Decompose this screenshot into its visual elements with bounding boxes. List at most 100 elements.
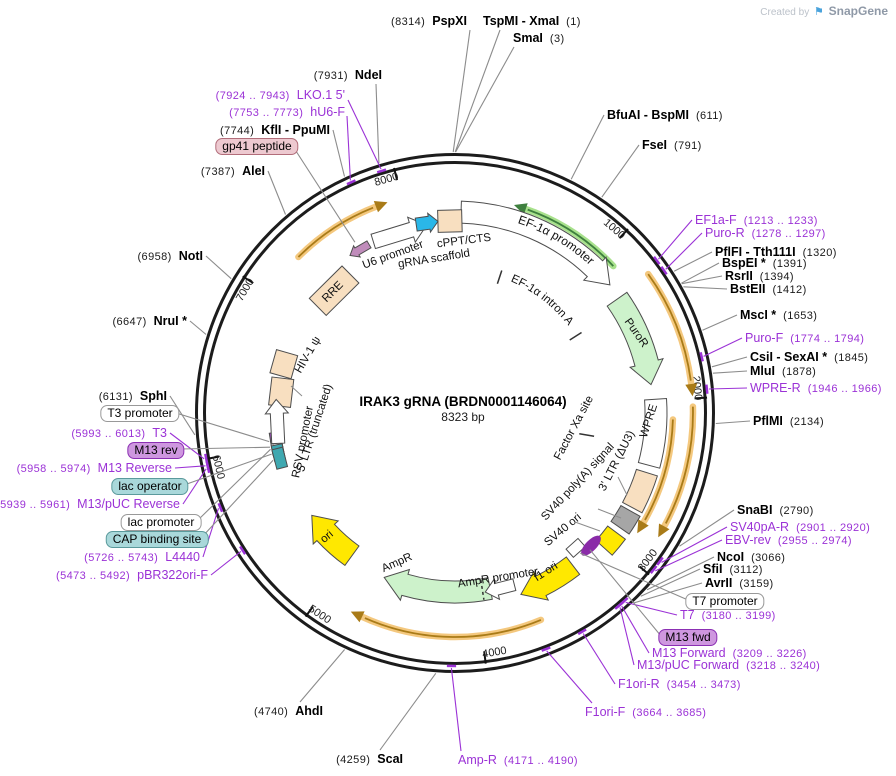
leader-lac-promoter <box>197 448 271 521</box>
feature-grna-scaffold <box>414 212 439 234</box>
plasmid-ring-inner <box>203 161 707 665</box>
scale-tick-1000 <box>618 228 629 239</box>
primer-label-ebv-rev: EBV-rev (2955 .. 2974) <box>725 533 852 547</box>
annotation-tick-1 <box>569 331 582 341</box>
enzyme-label-bsteii: BstEII (1412) <box>730 282 807 296</box>
primer-tick-l4440 <box>217 502 224 513</box>
leader-line-extra-0 <box>290 385 303 397</box>
enzyme-label-pflmi: PflMI (2134) <box>753 414 825 428</box>
orf-arc-core-2 <box>665 406 694 524</box>
enzyme-label-fsei: FseI (791) <box>642 138 702 152</box>
primer-tick-ef1a-f <box>653 256 661 265</box>
enzyme-label-pflfi-tth111i: PflFI - Tth111I (1320) <box>715 245 837 259</box>
leader-msci <box>702 314 738 331</box>
enzyme-label-nrui: (6647) NruI * <box>112 314 187 328</box>
snapgene-brand: SnapGene <box>828 4 888 18</box>
enzyme-label-msci: MscI * (1653) <box>740 308 818 322</box>
ef1a-green-arrowhead <box>514 203 528 215</box>
plasmid-ring-outer <box>195 153 715 673</box>
enzyme-label-scai: (4259) ScaI <box>336 752 403 766</box>
leader-cap-binding-site <box>201 459 274 538</box>
annotation-tick-2 <box>579 433 595 437</box>
primer-tick-hu6-f <box>346 179 356 186</box>
orf-arc-core-1 <box>647 273 692 381</box>
leader-amp-r <box>450 667 462 752</box>
primer-tick-m13-puc-reverse <box>205 463 211 474</box>
leader-m13-puc-reverse <box>182 468 207 505</box>
enzyme-label-noti: (6958) NotI <box>137 249 203 263</box>
scale-tick-3000 <box>638 565 650 576</box>
primer-label-amp-r: Amp-R (4171 .. 4190) <box>458 753 578 767</box>
primer-tick-f1ori-r <box>577 628 587 636</box>
orf-arc-core-0 <box>297 206 374 258</box>
leader-sfii <box>640 568 701 597</box>
leader-f1ori-f <box>546 650 593 704</box>
orf-arc-core-3 <box>644 419 674 521</box>
enzyme-label-kfli-ppumi: (7744) KflI - PpuMI <box>220 123 330 137</box>
leader-m13-rev <box>180 446 271 450</box>
badge-cap-binding-site: CAP binding site <box>105 531 209 548</box>
leader-t3-promoter <box>175 412 270 443</box>
leader-tspmi-xmai <box>454 29 501 153</box>
enzyme-label-ncoi: NcoI (3066) <box>717 550 786 564</box>
leader-smai <box>455 46 515 153</box>
plasmid-title-block: IRAK3 gRNA (BRDN0001146064) 8323 bp <box>359 394 566 424</box>
enzyme-label-mlui: MluI (1878) <box>750 364 817 378</box>
primer-tick-f1ori-f <box>541 646 551 652</box>
leader-ef1a-f <box>657 219 693 260</box>
feature-f1-ori <box>520 556 581 601</box>
leader-t7 <box>625 601 678 616</box>
primer-tick-puro-f <box>699 352 704 362</box>
primer-label-t3: (5993 .. 6013) T3 <box>71 426 167 440</box>
scale-tick-8000 <box>393 167 399 181</box>
leader-m13-forward <box>621 605 650 654</box>
primer-tick-ebv-rev <box>649 565 658 574</box>
primer-label-m13-puc-reverse: (5939 .. 5961) M13/pUC Reverse <box>0 497 180 511</box>
enzyme-label-smai: SmaI (3) <box>513 31 565 45</box>
primer-label-hu6-f: (7753 .. 7773) hU6-F <box>229 105 345 119</box>
leader-pbr322ori-f <box>210 550 242 576</box>
leader-lko-1-5 <box>347 99 382 170</box>
feature-gp41-peptide <box>349 240 372 258</box>
leader-puro-f <box>703 337 743 357</box>
plasmid-length: 8323 bp <box>441 410 485 424</box>
leader-ebv-rev <box>655 539 723 572</box>
leader-f1ori-r <box>582 633 616 685</box>
primer-tick-t7 <box>620 596 629 605</box>
badge-t7-promoter: T7 promoter <box>685 593 765 610</box>
feature-rre <box>308 265 360 317</box>
feature-ori <box>311 514 360 567</box>
feature-3ltr-du3 <box>621 468 659 514</box>
scale-tick-2000 <box>694 396 708 400</box>
scale-tick-4000 <box>483 651 487 664</box>
primer-label-m13-puc-forward: M13/pUC Forward (3218 .. 3240) <box>637 658 821 672</box>
leader-bfuai-bspmi <box>570 114 605 180</box>
credit-created-by: Created by <box>760 7 810 18</box>
leader-m13-reverse <box>174 465 206 469</box>
primer-tick-sv40pa-r <box>656 556 664 566</box>
orf-arc-core-4 <box>364 617 542 638</box>
orf-arrowhead-2 <box>658 523 670 538</box>
enzyme-label-sfii: SfiI (3112) <box>703 562 763 576</box>
feature-sv40-polya <box>610 504 641 535</box>
badge-lac-promoter: lac promoter <box>120 514 202 531</box>
leader-snabi <box>679 509 735 547</box>
feature-primer-oval <box>581 535 601 556</box>
primer-label-ef1a-f: EF1a-F (1213 .. 1233) <box>695 213 818 227</box>
badge-t3-promoter: T3 promoter <box>100 405 180 422</box>
leader-fsei <box>601 144 640 198</box>
primer-tick-pbr322ori-f <box>239 545 247 555</box>
plasmid-title: IRAK3 gRNA (BRDN0001146064) <box>359 394 567 409</box>
orf-arrowhead-4 <box>350 611 365 623</box>
orf-arrowhead-0 <box>373 201 388 213</box>
scale-label-4000: 4000 <box>481 645 507 661</box>
primer-tick-wpre-r <box>705 384 709 394</box>
leader-kfli-ppumi <box>332 129 346 177</box>
leader-avrii <box>634 582 703 604</box>
orf-arrowhead-3 <box>637 519 649 534</box>
feature-ampR <box>383 568 493 604</box>
leader-bspei <box>681 262 720 284</box>
primer-label-puro-r: Puro-R (1278 .. 1297) <box>705 226 826 240</box>
feature-u6-promoter <box>370 216 428 250</box>
